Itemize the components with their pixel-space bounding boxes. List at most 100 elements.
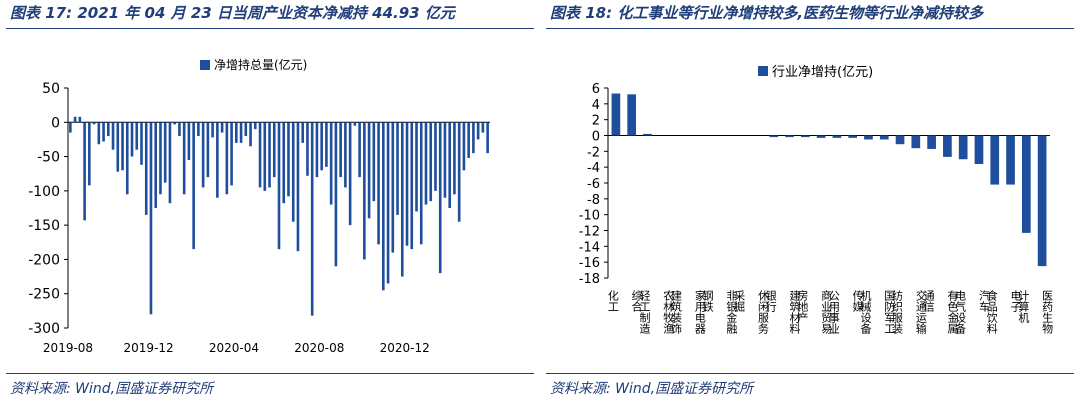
y-tick-label: -150 [28, 218, 60, 234]
bar [121, 122, 124, 171]
bar [102, 122, 105, 142]
bar [173, 122, 176, 125]
bar [367, 122, 371, 219]
bar [334, 122, 338, 267]
x-category-label: 家用电器 [693, 289, 706, 335]
bar [958, 135, 968, 160]
bar [315, 122, 319, 178]
bar [643, 133, 652, 136]
bar [282, 122, 286, 204]
right-chart-panel: 图表 18: 化工事业等行业净增持较多,医药生物等行业净减持较多 行业净增持(亿… [540, 0, 1080, 400]
x-category-label: 银行 [764, 289, 777, 313]
bar [140, 122, 143, 165]
y-tick-label: -8 [587, 193, 600, 208]
bar [78, 116, 82, 123]
y-tick-label: 2 [592, 114, 600, 129]
bar [125, 122, 129, 195]
bar [159, 122, 162, 195]
right-source-rule [546, 373, 1074, 374]
bar [244, 122, 248, 136]
x-tick-label: 2020-08 [294, 341, 344, 355]
bar [106, 122, 110, 136]
bar [453, 122, 456, 195]
bar [419, 122, 423, 245]
legend-swatch [200, 60, 210, 70]
bar [253, 122, 257, 130]
y-tick-label: -200 [28, 252, 60, 268]
bar [372, 122, 376, 202]
bar [306, 122, 309, 176]
bar [457, 122, 461, 222]
x-category-label: 钢铁 [701, 290, 714, 312]
x-category-label: 电气设备 [954, 290, 967, 335]
bar [206, 122, 210, 178]
y-tick-label: -6 [587, 177, 600, 192]
x-category-label: 建筑材料 [788, 289, 801, 335]
x-category-label: 通信 [922, 290, 935, 313]
bar [386, 122, 390, 284]
y-tick-label: -100 [28, 184, 60, 200]
y-tick-label: -18 [579, 272, 600, 287]
bar [1006, 135, 1015, 185]
bar [472, 122, 475, 154]
left-title-rule [6, 28, 534, 29]
bar [239, 122, 243, 143]
bar [424, 122, 428, 205]
bar [627, 94, 637, 136]
x-category-label: 有色金属 [946, 289, 959, 335]
legend-swatch [758, 66, 768, 76]
x-category-label: 农林牧渔 [662, 289, 675, 335]
x-category-label: 传媒 [851, 290, 864, 313]
bar [88, 122, 91, 186]
bar [443, 122, 447, 198]
bar [263, 122, 267, 191]
bar [135, 122, 139, 150]
bar [816, 135, 826, 138]
bar [448, 122, 452, 208]
bar [410, 122, 414, 250]
bar [144, 122, 148, 215]
legend-label: 行业净增持(亿元) [772, 65, 873, 80]
bar [116, 122, 120, 172]
y-tick-label: -12 [579, 225, 600, 240]
x-category-label: 建筑装饰 [670, 289, 683, 334]
bar [220, 122, 224, 133]
bar [149, 122, 153, 315]
bar [396, 122, 399, 215]
x-category-label: 机械设备 [859, 289, 872, 335]
y-tick-label: -10 [579, 209, 600, 224]
x-category-label: 国防军工 [883, 290, 896, 334]
bar [272, 122, 276, 178]
bar [927, 135, 936, 149]
bar [344, 122, 347, 188]
bar [73, 116, 77, 123]
bar [97, 122, 101, 145]
bar [415, 122, 418, 212]
y-tick-label: -14 [579, 240, 600, 255]
bar [895, 135, 905, 145]
bar [69, 122, 72, 133]
bar [178, 122, 181, 136]
bar [235, 122, 238, 143]
right-source-note: 资料来源: Wind,国盛证券研究所 [550, 381, 754, 397]
y-tick-label: 6 [592, 82, 600, 97]
y-tick-label: 0 [51, 115, 60, 131]
left-bar-chart: 净增持总量(亿元) 50 0 -50 -100 -150 -200 -250 -300 2019-… [28, 57, 490, 355]
bar [382, 122, 385, 291]
y-tick-label: 0 [592, 130, 600, 145]
bar [769, 135, 779, 138]
x-category-label: 房地产 [796, 290, 809, 324]
y-tick-label: -4 [587, 161, 600, 176]
x-category-label: 商业贸易 [820, 289, 833, 335]
bar [1021, 135, 1031, 233]
x-category-label: 交通运输 [914, 289, 927, 335]
bar [486, 122, 489, 154]
bar [201, 122, 205, 188]
x-category-label: 食品饮料 [985, 289, 998, 335]
bar [339, 122, 342, 178]
bar [358, 122, 361, 178]
right-title-rule [546, 28, 1074, 29]
bar [481, 122, 485, 133]
x-tick-label: 2019-12 [124, 341, 174, 355]
